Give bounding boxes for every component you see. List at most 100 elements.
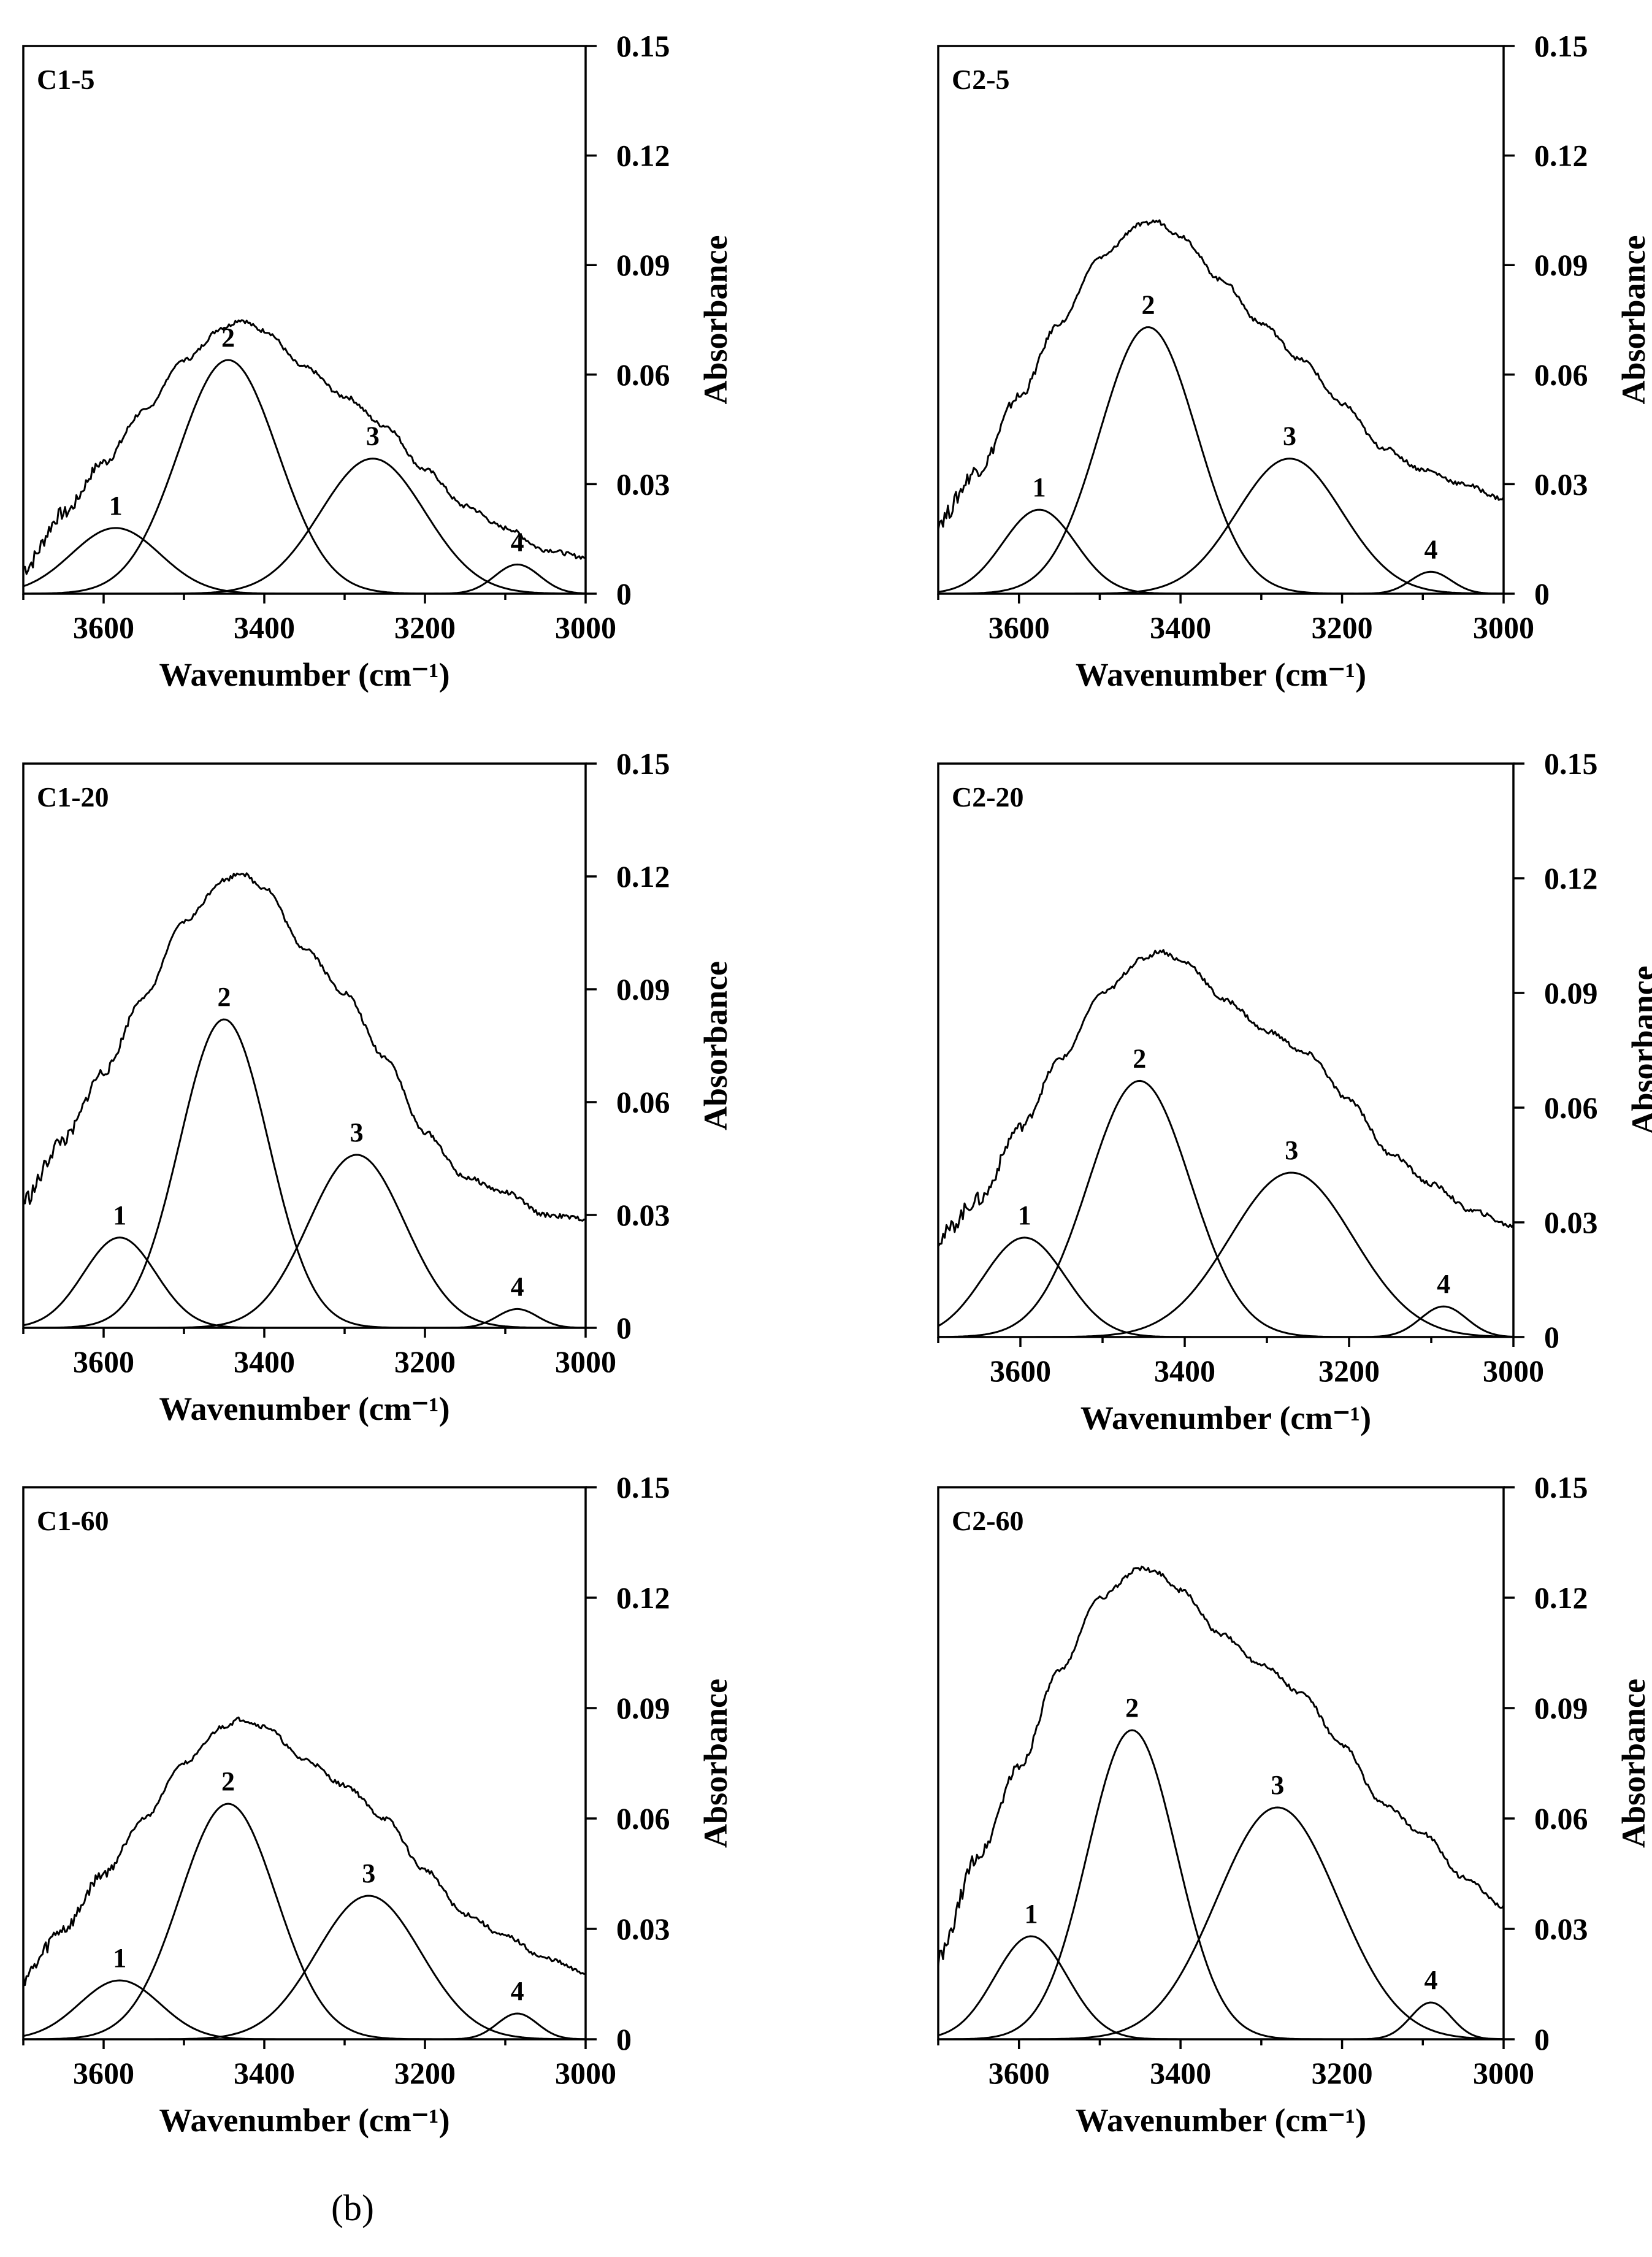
figure-label: (b) <box>331 2188 374 2228</box>
y-tick-label: 0.12 <box>1544 861 1598 895</box>
x-tick-label: 3200 <box>394 1344 456 1379</box>
band-2-curve <box>938 326 1503 595</box>
band-2-curve <box>938 1079 1513 1338</box>
x-tick-label: 3200 <box>1312 2056 1373 2090</box>
band-2-label: 2 <box>1125 1693 1139 1723</box>
y-tick-label: 0.09 <box>616 248 670 282</box>
y-tick-label: 0 <box>1544 1320 1559 1354</box>
y-tick-label: 0.15 <box>616 746 670 781</box>
measured-spectrum-line <box>937 1565 1505 1966</box>
band-3-label: 3 <box>1283 421 1296 451</box>
band-2-label: 2 <box>1133 1043 1146 1073</box>
y-tick-label: 0.09 <box>1534 248 1588 282</box>
band-4-label: 4 <box>511 1976 524 2006</box>
y-tick-label: 0.12 <box>616 139 670 173</box>
panel-title: C1-20 <box>37 781 109 813</box>
y-tick-label: 0.03 <box>616 467 670 501</box>
y-tick-label: 0.06 <box>1534 358 1588 392</box>
x-axis-label: Wavenumber (cm⁻¹) <box>1076 2102 1366 2139</box>
band-3-label: 3 <box>362 1858 375 1888</box>
band-1-label: 1 <box>113 1943 126 1973</box>
band-2-label: 2 <box>221 1766 235 1796</box>
y-tick-label: 0 <box>616 2022 632 2056</box>
measured-spectrum-line <box>937 949 1515 1247</box>
band-4-label: 4 <box>1424 1965 1437 1995</box>
band-4-label: 4 <box>511 1271 524 1301</box>
plot-frame <box>22 1486 587 2040</box>
x-tick-label: 3600 <box>73 2056 134 2090</box>
band-1-label: 1 <box>1033 472 1046 502</box>
y-tick-label: 0.03 <box>616 1198 670 1232</box>
x-tick-label: 3200 <box>394 2056 456 2090</box>
y-tick-label: 0 <box>1534 2022 1550 2056</box>
y-tick-label: 0 <box>616 577 632 611</box>
y-tick-label: 0 <box>616 1311 632 1345</box>
band-3-curve <box>938 1806 1503 2040</box>
band-3-curve <box>938 1171 1513 1338</box>
measured-spectrum-line <box>22 319 586 575</box>
x-tick-label: 3400 <box>1150 610 1211 645</box>
y-tick-label: 0.06 <box>616 1085 670 1119</box>
band-4-curve <box>938 2001 1503 2040</box>
x-axis-label: Wavenumber (cm⁻¹) <box>1080 1400 1371 1436</box>
y-tick-label: 0.03 <box>1544 1205 1598 1240</box>
plot-frame <box>937 1486 1505 2040</box>
x-tick-label: 3000 <box>1473 610 1534 645</box>
band-1-label: 1 <box>109 491 123 521</box>
x-tick-label: 3000 <box>1473 2056 1534 2090</box>
x-tick-label: 3000 <box>555 1344 616 1379</box>
y-tick-label: 0.09 <box>1534 1691 1588 1725</box>
x-tick-label: 3400 <box>1150 2056 1211 2090</box>
measured-spectrum-line <box>937 219 1505 530</box>
y-axis-label: Absorbance <box>1625 965 1652 1135</box>
x-tick-label: 3600 <box>990 1354 1051 1388</box>
x-axis-label: Wavenumber (cm⁻¹) <box>159 656 449 693</box>
band-4-curve <box>23 1308 585 1329</box>
band-4-curve <box>23 2012 585 2040</box>
band-1-label: 1 <box>113 1200 126 1230</box>
plot-frame <box>937 45 1505 595</box>
band-3-label: 3 <box>366 421 380 451</box>
band-4-label: 4 <box>1424 534 1437 564</box>
y-axis-label: Absorbance <box>697 1679 734 1848</box>
x-tick-label: 3400 <box>1154 1354 1215 1388</box>
band-2-curve <box>23 1803 585 2040</box>
y-tick-label: 0.06 <box>1534 1801 1588 1836</box>
band-3-curve <box>23 1895 585 2040</box>
band-4-curve <box>938 1305 1513 1338</box>
measured-spectrum-line <box>22 1716 586 1987</box>
panel-title: C2-60 <box>952 1505 1024 1536</box>
y-tick-label: 0.12 <box>616 1581 670 1615</box>
band-3-curve <box>23 1154 585 1329</box>
y-tick-label: 0.06 <box>616 1801 670 1836</box>
x-tick-label: 3600 <box>989 610 1050 645</box>
x-tick-label: 3600 <box>989 2056 1050 2090</box>
x-tick-label: 3400 <box>234 2056 295 2090</box>
band-3-label: 3 <box>1271 1770 1284 1800</box>
x-axis-label: Wavenumber (cm⁻¹) <box>1076 656 1366 693</box>
y-tick-label: 0.03 <box>616 1912 670 1946</box>
measured-spectrum-line <box>22 872 586 1222</box>
y-tick-label: 0.15 <box>1544 746 1598 781</box>
y-tick-label: 0.03 <box>1534 467 1588 501</box>
x-tick-label: 3600 <box>73 610 134 645</box>
x-tick-label: 3200 <box>1312 610 1373 645</box>
band-2-curve <box>23 359 585 595</box>
y-tick-label: 0.03 <box>1534 1912 1588 1946</box>
panel-title: C2-5 <box>952 64 1010 95</box>
y-tick-label: 0.15 <box>1534 1470 1588 1504</box>
y-tick-label: 0.12 <box>616 859 670 894</box>
y-tick-label: 0 <box>1534 577 1550 611</box>
band-1-label: 1 <box>1018 1200 1031 1230</box>
band-3-label: 3 <box>350 1117 364 1148</box>
band-2-label: 2 <box>218 982 231 1012</box>
y-axis-label: Absorbance <box>697 961 734 1130</box>
band-3-label: 3 <box>1285 1135 1298 1165</box>
band-3-curve <box>938 458 1503 595</box>
